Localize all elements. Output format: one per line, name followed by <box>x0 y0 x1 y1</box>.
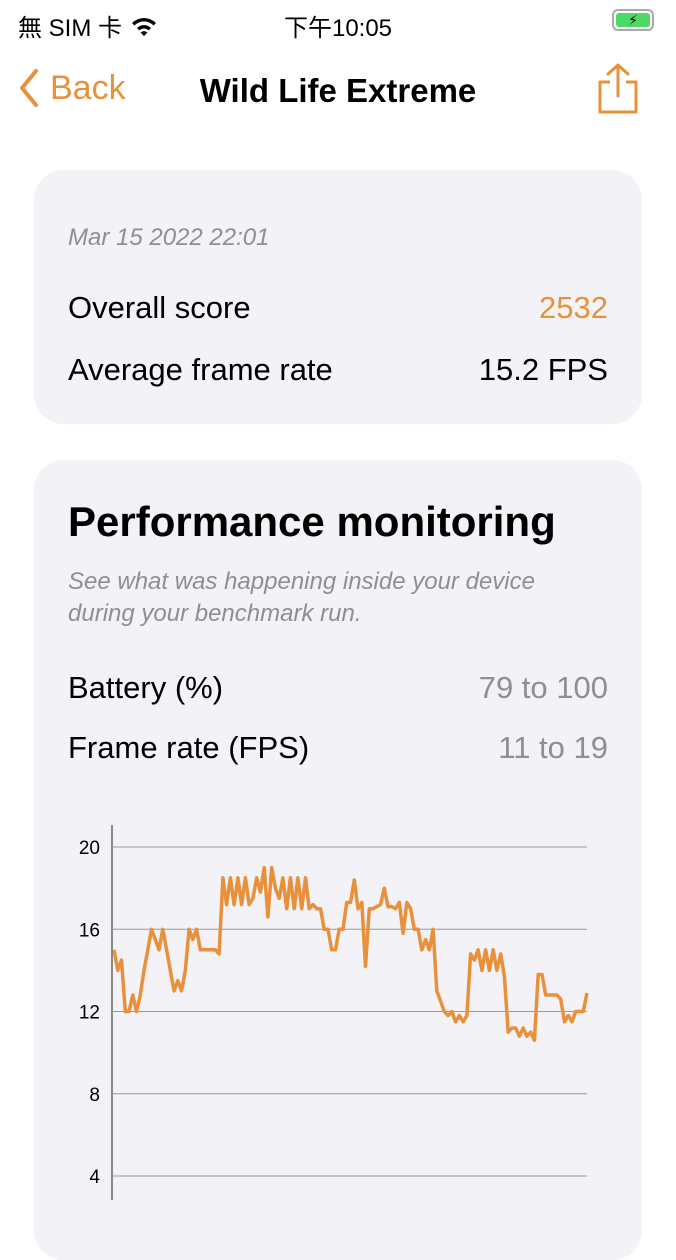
battery-range: 79 to 100 <box>478 670 608 705</box>
framerate-series-line <box>112 865 589 1043</box>
average-fps-value: 15.2 FPS <box>478 352 608 387</box>
y-tick-label: 12 <box>79 1003 100 1024</box>
framerate-label: Frame rate (FPS) <box>68 730 310 765</box>
performance-card: Performance monitoring See what was happ… <box>34 460 642 1260</box>
y-tick-label: 4 <box>89 1167 100 1188</box>
overall-score-label: Overall score <box>68 290 251 325</box>
status-bar: 無 SIM 卡 下午10:05 ⚡ <box>0 0 676 44</box>
y-tick-label: 16 <box>79 920 100 941</box>
share-button[interactable] <box>596 62 640 121</box>
share-icon <box>598 63 638 114</box>
back-label: Back <box>50 68 126 107</box>
battery-charging-icon: ⚡ <box>612 9 654 31</box>
page-title: Wild Life Extreme <box>199 72 477 109</box>
framerate-range: 11 to 19 <box>498 730 608 765</box>
carrier-label: 無 SIM 卡 <box>18 15 123 42</box>
framerate-chart: 20 16 12 8 4 <box>79 825 589 1200</box>
back-button[interactable]: Back <box>18 68 126 108</box>
performance-title: Performance monitoring <box>68 498 556 545</box>
clock: 下午10:05 <box>283 15 393 42</box>
performance-subtitle: See what was happening inside your devic… <box>68 568 535 627</box>
average-fps-label: Average frame rate <box>68 352 333 387</box>
summary-card: Mar 15 2022 22:01 Overall score 2532 Aver… <box>34 170 642 424</box>
run-date: Mar 15 2022 22:01 <box>68 224 270 251</box>
navigation-bar: Back Wild Life Extreme <box>0 60 676 120</box>
overall-score-value: 2532 <box>539 290 608 325</box>
y-tick-label: 8 <box>89 1085 100 1106</box>
wifi-icon <box>132 17 157 36</box>
y-tick-label: 20 <box>79 838 100 859</box>
battery-label: Battery (%) <box>68 670 224 705</box>
chevron-left-icon <box>20 69 38 107</box>
